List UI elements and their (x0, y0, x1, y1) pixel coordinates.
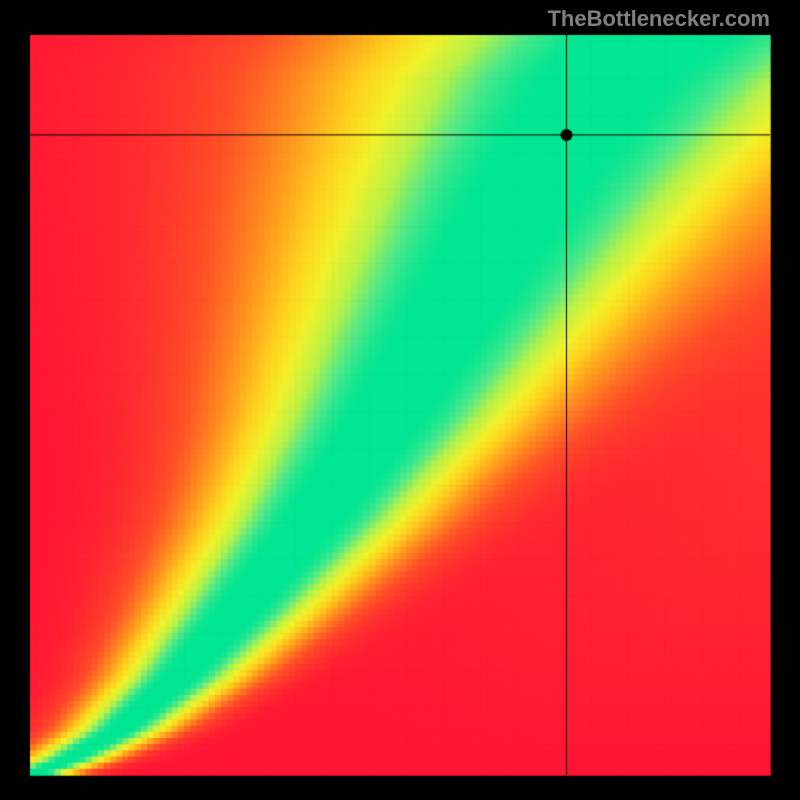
chart-container: { "watermark": { "text": "TheBottlenecke… (0, 0, 800, 800)
watermark-text: TheBottlenecker.com (547, 6, 770, 32)
bottleneck-heatmap (0, 0, 800, 800)
